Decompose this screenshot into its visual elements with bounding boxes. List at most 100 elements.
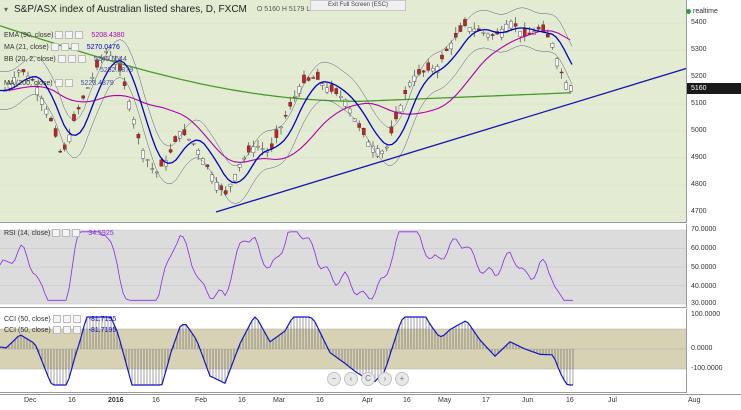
date-label: 16 (316, 397, 324, 404)
candle-body (53, 128, 58, 137)
price-axis[interactable]: 5400 5300 5200 5100 5000 4900 4800 4700 … (686, 0, 741, 223)
candle-body (85, 87, 90, 89)
close-icon[interactable] (70, 43, 79, 51)
candle-body (127, 101, 131, 110)
candle-body (343, 99, 348, 107)
price-chart-pane[interactable] (0, 0, 686, 223)
candle-body (398, 105, 403, 113)
settings-icon[interactable] (62, 326, 71, 334)
candle-body (21, 69, 26, 73)
date-label: Apr (362, 397, 373, 404)
settings-icon[interactable] (65, 31, 74, 39)
legend-ma21[interactable]: MA (21, close) 5270.0476 (4, 43, 120, 51)
candle-body (513, 23, 518, 27)
candle-body (136, 133, 141, 139)
bb-upper-line (0, 7, 573, 167)
price-tick: 5200 (691, 73, 707, 80)
candle-body (417, 69, 421, 75)
eye-icon[interactable] (57, 55, 66, 63)
rsi-tick: 50.0000 (691, 264, 717, 271)
time-axis[interactable]: Dec 16 2016 16 Feb 16 Mar 16 Apr 16 May … (0, 394, 741, 410)
candle-body (150, 168, 155, 170)
scroll-forward-button[interactable]: › (378, 372, 392, 386)
candle-body (7, 83, 12, 89)
date-label: 16 (68, 397, 76, 404)
exit-fullscreen-button[interactable]: Exit Full Screen (ESC) (310, 0, 406, 11)
close-icon[interactable] (72, 326, 81, 334)
current-price-tag: 5160 (687, 83, 741, 94)
candle-body (311, 77, 316, 79)
candle-body (283, 115, 288, 117)
cci-tick: 0.0000 (691, 345, 713, 352)
close-icon[interactable] (72, 315, 81, 323)
candle-body (44, 108, 49, 115)
settings-icon[interactable] (62, 229, 71, 237)
legend-sma200[interactable]: MA (200, close) 5223.4879 (4, 79, 114, 87)
cci-pane[interactable] (0, 309, 686, 393)
candle-body (168, 149, 173, 153)
settings-icon[interactable] (60, 43, 69, 51)
candle-body (440, 54, 444, 60)
legend-rsi[interactable]: RSI (14, close) 34.5925 (4, 229, 114, 237)
rsi-axis[interactable]: 70.0000 60.0000 50.0000 40.0000 30.0000 (686, 224, 741, 308)
legend-value: 5252.8879 (100, 67, 134, 74)
legend-value: 5223.4879 (80, 79, 114, 87)
candle-body (339, 96, 343, 98)
eye-icon[interactable] (54, 79, 63, 87)
chart-title-bar: ▾ S&P/ASX index of Australian listed sha… (4, 4, 352, 15)
scroll-back-button[interactable]: ‹ (344, 372, 358, 386)
legend-bb[interactable]: BB (20, 2, close) 5245.6544 (4, 55, 127, 63)
candle-body (81, 95, 85, 99)
rsi-tick: 60.0000 (691, 245, 717, 252)
legend-label: CCI (50, close) (4, 326, 51, 334)
close-icon[interactable] (75, 31, 84, 39)
candle-body (187, 138, 191, 141)
date-label: May (438, 397, 452, 404)
eye-icon[interactable] (50, 43, 59, 51)
candle-body (366, 141, 371, 147)
rsi-chart-svg[interactable] (0, 224, 686, 308)
sma200-line (0, 25, 571, 102)
eye-icon[interactable] (52, 315, 61, 323)
candle-body (219, 185, 224, 190)
candle-body (12, 77, 17, 85)
close-icon[interactable] (72, 229, 81, 237)
settings-icon[interactable] (62, 315, 71, 323)
eye-icon[interactable] (52, 229, 61, 237)
rsi-line (0, 231, 573, 301)
cci-line (0, 316, 573, 386)
candle-body (293, 96, 297, 98)
candle-body (223, 190, 228, 195)
candle-body (159, 159, 164, 167)
settings-icon[interactable] (64, 79, 73, 87)
eye-icon[interactable] (52, 326, 61, 334)
reset-button[interactable]: C (361, 372, 375, 386)
cci-tick: -100.0000 (691, 365, 723, 372)
legend-value: 5208.4380 (91, 31, 125, 39)
collapse-icon[interactable]: ▾ (4, 5, 9, 14)
legend-cci-2[interactable]: CCI (50, close) -81.7195 (4, 326, 116, 334)
eye-icon[interactable] (55, 31, 64, 39)
legend-value: -81.7195 (88, 315, 117, 323)
price-chart-svg[interactable] (0, 0, 686, 223)
close-icon[interactable] (77, 55, 86, 63)
cci-axis[interactable]: 100.0000 0.0000 -100.0000 (686, 309, 741, 393)
legend-cci-1[interactable]: CCI (50, close) -81.7195 (4, 315, 116, 323)
zoom-out-button[interactable]: − (327, 372, 341, 386)
zoom-in-button[interactable]: + (395, 372, 409, 386)
candle-body (550, 43, 555, 48)
legend-label: CCI (50, close) (4, 315, 51, 323)
realtime-dot-icon (686, 9, 691, 14)
legend-ema90[interactable]: EMA (90, close) 5208.4380 (4, 31, 125, 39)
candle-body (444, 48, 449, 51)
candle-body (564, 82, 568, 90)
settings-icon[interactable] (67, 55, 76, 63)
rsi-pane[interactable] (0, 224, 686, 308)
candle-body (334, 88, 339, 95)
candle-body (17, 70, 21, 73)
candle-body (260, 148, 265, 150)
price-tick: 5400 (691, 19, 707, 26)
date-label: 16 (238, 397, 246, 404)
cci-chart-svg[interactable] (0, 309, 686, 393)
candle-body (30, 79, 35, 81)
